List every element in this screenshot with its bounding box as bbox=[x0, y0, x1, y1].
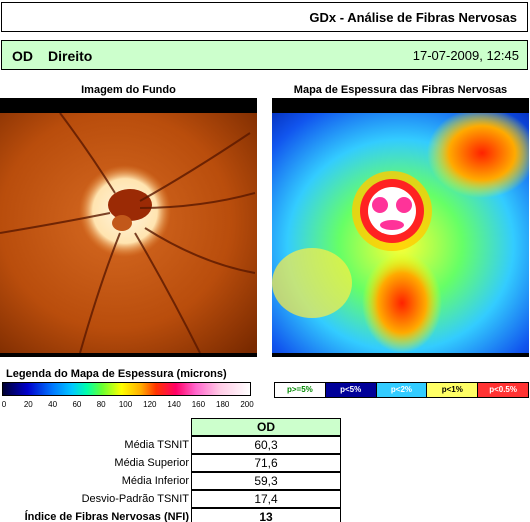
probability-key-item: p<2% bbox=[376, 383, 428, 397]
table-row-value: 71,6 bbox=[191, 454, 341, 472]
thickness-map-label: Mapa de Espessura das Fibras Nervosas bbox=[293, 84, 508, 96]
table-row-value: 17,4 bbox=[191, 490, 341, 508]
table-row-label: Desvio-Padrão TSNIT bbox=[81, 493, 189, 505]
eye-side: Direito bbox=[48, 48, 93, 64]
thickness-legend-bar bbox=[2, 382, 251, 396]
eye-code: OD bbox=[12, 48, 33, 64]
probability-key-item: p<0.5% bbox=[478, 383, 528, 397]
legend-tick: 40 bbox=[48, 400, 58, 409]
probability-key-item: p>=5% bbox=[275, 383, 326, 397]
legend-tick: 20 bbox=[23, 400, 33, 409]
legend-tick: 120 bbox=[143, 400, 157, 409]
legend-tick: 140 bbox=[167, 400, 181, 409]
table-row-label: Índice de Fibras Nervosas (NFI) bbox=[24, 511, 189, 522]
thickness-map bbox=[272, 98, 529, 357]
exam-datetime: 17-07-2009, 12:45 bbox=[412, 48, 519, 63]
legend-tick: 100 bbox=[118, 400, 133, 409]
table-row-label: Média Inferior bbox=[121, 475, 189, 487]
legend-tick: 60 bbox=[72, 400, 82, 409]
patient-bar: OD Direito 17-07-2009, 12:45 bbox=[1, 40, 528, 70]
fundus-picture bbox=[0, 113, 257, 353]
fundus-image bbox=[0, 98, 257, 357]
legend-title: Legenda do Mapa de Espessura (microns) bbox=[6, 368, 227, 380]
legend-tick: 160 bbox=[191, 400, 206, 409]
table-row: Desvio-Padrão TSNIT 17,4 bbox=[0, 490, 345, 508]
probability-key-item: p<1% bbox=[427, 383, 479, 397]
report-title: GDx - Análise de Fibras Nervosas bbox=[309, 10, 517, 25]
legend-tick: 200 bbox=[240, 400, 254, 409]
legend-tick: 0 bbox=[1, 400, 7, 409]
legend-tick: 80 bbox=[96, 400, 106, 409]
table-row: Índice de Fibras Nervosas (NFI) 13 bbox=[0, 508, 345, 522]
table-row-value: 60,3 bbox=[191, 436, 341, 454]
table-row: Média Superior 71,6 bbox=[0, 454, 345, 472]
table-row-label: Média Superior bbox=[114, 457, 189, 469]
table-column-header: OD bbox=[191, 418, 341, 436]
legend-tick: 180 bbox=[216, 400, 230, 409]
table-row-value: 59,3 bbox=[191, 472, 341, 490]
title-bar: GDx - Análise de Fibras Nervosas bbox=[1, 2, 528, 32]
table-row: Média TSNIT 60,3 bbox=[0, 436, 345, 454]
table-row: Média Inferior 59,3 bbox=[0, 472, 345, 490]
table-header-row: OD bbox=[0, 418, 345, 436]
fundus-label: Imagem do Fundo bbox=[81, 84, 176, 96]
thickness-picture bbox=[272, 113, 529, 353]
probability-key: p>=5% p<5% p<2% p<1% p<0.5% bbox=[274, 382, 529, 398]
table-row-value: 13 bbox=[191, 508, 341, 522]
probability-key-item: p<5% bbox=[325, 383, 377, 397]
table-row-label: Média TSNIT bbox=[124, 439, 189, 451]
